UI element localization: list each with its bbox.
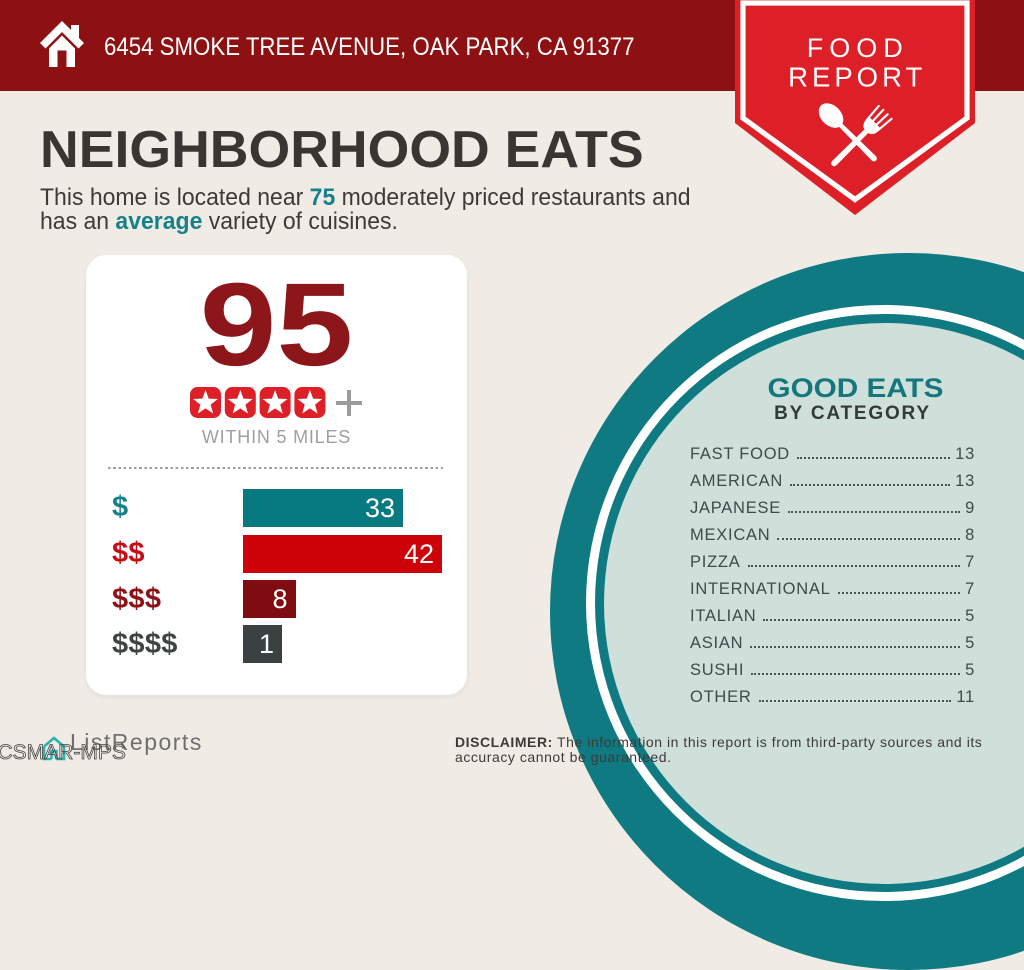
svg-text:REPORT: REPORT	[788, 61, 926, 92]
svg-text:FOOD: FOOD	[807, 33, 909, 63]
